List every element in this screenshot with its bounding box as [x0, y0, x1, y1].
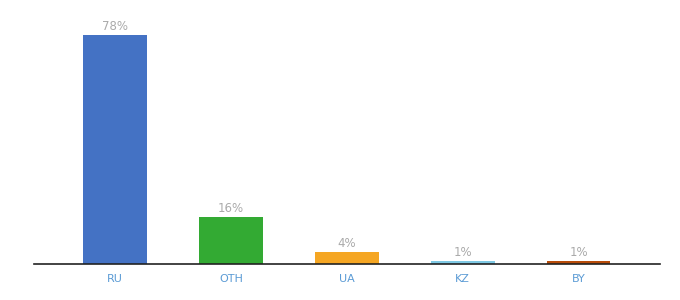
Bar [315, 252, 379, 264]
Text: 16%: 16% [218, 202, 244, 215]
Text: 1%: 1% [569, 246, 588, 259]
Bar [547, 261, 611, 264]
Text: 1%: 1% [454, 246, 472, 259]
Bar [431, 261, 494, 264]
Text: 4%: 4% [337, 237, 356, 250]
Text: 78%: 78% [102, 20, 128, 33]
Bar [199, 217, 262, 264]
Bar [83, 35, 147, 264]
